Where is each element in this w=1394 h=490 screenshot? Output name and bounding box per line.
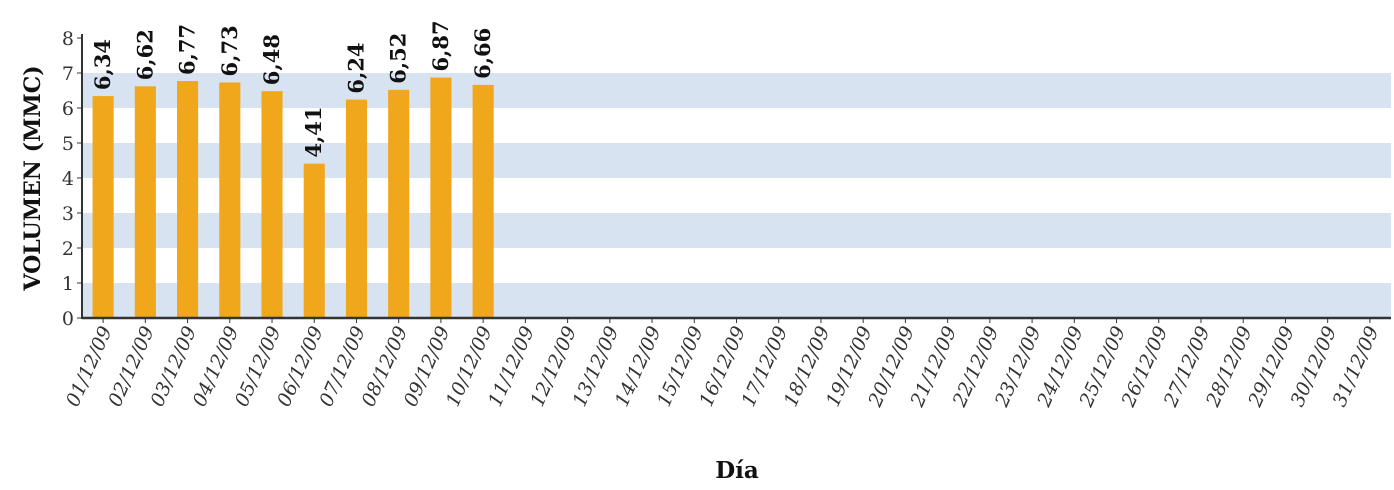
y-tick-label: 1	[62, 273, 74, 295]
data-label: 6,77	[175, 24, 200, 75]
data-label: 6,73	[217, 25, 242, 76]
bar	[388, 89, 410, 318]
y-tick-label: 0	[62, 308, 74, 330]
y-tick-label: 4	[62, 168, 74, 190]
bar	[177, 81, 199, 318]
grid-band	[82, 73, 1391, 108]
bar	[345, 99, 368, 318]
bar	[303, 163, 325, 318]
bar	[472, 84, 494, 319]
grid-band	[82, 213, 1391, 248]
data-label: 6,62	[132, 29, 157, 80]
data-label: 6,87	[428, 20, 453, 71]
bar	[261, 91, 283, 318]
y-tick-label: 2	[62, 238, 74, 260]
grid-band	[82, 283, 1391, 318]
bar	[219, 82, 241, 318]
data-label: 6,52	[386, 33, 411, 84]
bar	[430, 77, 452, 318]
bar	[92, 96, 114, 318]
data-label: 6,34	[90, 39, 115, 90]
y-tick-label: 6	[62, 98, 74, 120]
y-tick-label: 5	[62, 133, 74, 155]
data-label: 6,24	[343, 42, 368, 93]
data-label: 4,41	[301, 106, 326, 157]
data-labels: 6,34 6,62 6,77 6,73 6,48 4,41 6,24 6,52 6,87 6,66	[90, 20, 495, 157]
data-label: 6,66	[470, 28, 495, 79]
y-tick-label: 8	[62, 28, 74, 50]
x-tick-labels: 01/12/0902/12/0903/12/0904/12/0905/12/09…	[62, 318, 1383, 411]
grid-bands	[82, 73, 1391, 318]
y-tick-labels: 0 1 2 3 4 5 6 7 8	[62, 28, 82, 330]
data-label: 6,48	[259, 34, 284, 85]
bars	[92, 77, 494, 319]
x-axis-label: Día	[715, 457, 759, 484]
y-tick-label: 3	[62, 203, 74, 225]
y-tick-label: 7	[62, 63, 74, 85]
bar	[134, 86, 156, 318]
y-axis-label: VOLUMEN (MMC)	[20, 65, 46, 291]
grid-band	[82, 143, 1391, 178]
